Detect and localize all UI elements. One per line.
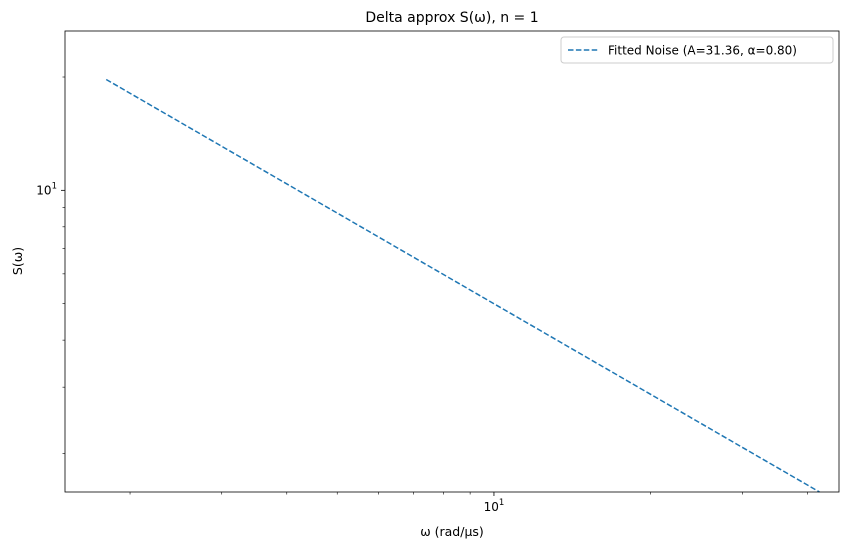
- legend-entry: Fitted Noise (A=31.36, α=0.80): [608, 44, 797, 58]
- x-axis-label: ω (rad/μs): [420, 524, 484, 539]
- legend: Fitted Noise (A=31.36, α=0.80): [560, 36, 834, 64]
- plot-content: [105, 78, 820, 493]
- x-tick-label: 101: [484, 498, 505, 514]
- plot-frame: [64, 30, 840, 493]
- legend-frame: [560, 36, 834, 64]
- ticks: 101 101: [36, 76, 808, 514]
- series-line-fitted-noise: [105, 78, 820, 493]
- y-tick-label: 101: [36, 181, 57, 197]
- y-axis-label: S(ω): [10, 247, 25, 275]
- chart-title: Delta approx S(ω), n = 1: [365, 10, 538, 26]
- plot-area: [65, 31, 839, 492]
